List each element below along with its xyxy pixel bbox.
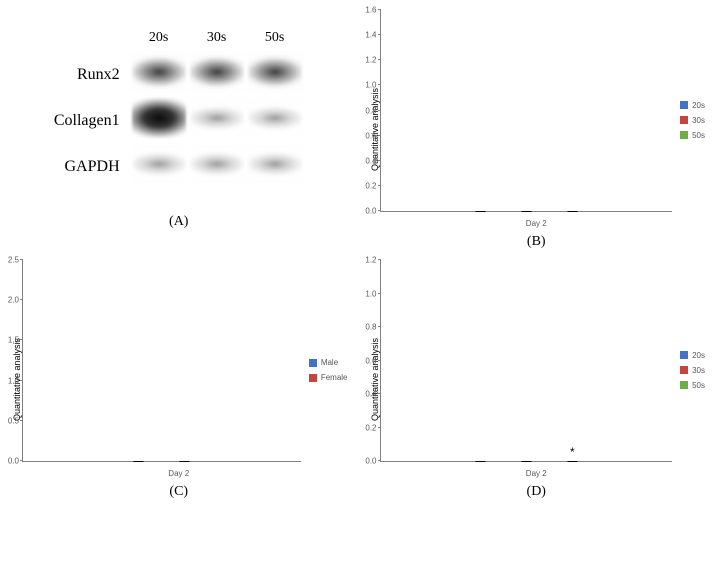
legend-label: Female [321, 373, 348, 382]
blot-band [190, 144, 244, 184]
y-tick-label: 1.2 [357, 256, 377, 265]
panel-label-a: (A) [10, 214, 348, 230]
legend-label: Male [321, 358, 338, 367]
chart-x-label: Day 2 [10, 469, 348, 478]
y-tick-label: 1.6 [357, 6, 377, 15]
y-tick-label: 1.2 [357, 56, 377, 65]
blot-band [248, 98, 302, 138]
y-tick-label: 1.0 [0, 376, 19, 385]
legend-swatch [680, 366, 688, 374]
legend-swatch [680, 116, 688, 124]
y-tick-label: 2.5 [0, 256, 19, 265]
blot-row-label: Runx2 [77, 52, 120, 98]
blot-band [248, 144, 302, 184]
chart-x-label: Day 2 [368, 469, 706, 478]
panel-a: Runx2 Collagen1 GAPDH 20s 30s 50s [10, 10, 348, 250]
bars-group [381, 10, 673, 211]
y-tick-label: 0.6 [357, 356, 377, 365]
legend-label: 50s [692, 131, 705, 140]
chart-plot-area: 0.00.20.40.60.81.01.21.41.6 [380, 10, 673, 212]
y-tick-label: 0.2 [357, 181, 377, 190]
blot-row-labels: Runx2 Collagen1 GAPDH [54, 30, 120, 190]
legend-label: 30s [692, 116, 705, 125]
legend-swatch [680, 351, 688, 359]
blot-row-label: Collagen1 [54, 98, 120, 144]
y-tick-label: 0.4 [357, 390, 377, 399]
y-tick-label: 0.6 [357, 131, 377, 140]
legend-item: 50s [680, 131, 705, 140]
chart-legend: 20s 30s 50s [672, 260, 705, 480]
blot-col-header: 50s [248, 30, 302, 46]
chart-x-label: Day 2 [368, 219, 706, 228]
y-tick-label: 1.4 [357, 31, 377, 40]
y-tick-label: 1.0 [357, 289, 377, 298]
panel-label-c: (C) [10, 484, 348, 500]
chart-b: Quantitative analysis0.00.20.40.60.81.01… [368, 10, 706, 230]
chart-y-label: Quantitative analysis [10, 260, 22, 480]
figure-grid: Runx2 Collagen1 GAPDH 20s 30s 50s [10, 10, 705, 500]
chart-y-label: Quantitative analysis [368, 10, 380, 230]
blot-columns: 20s 30s 50s [130, 30, 304, 190]
panel-c: Quantitative analysis0.00.51.01.52.02.5 D… [10, 260, 348, 500]
y-tick-label: 1.5 [0, 336, 19, 345]
chart-legend: 20s 30s 50s [672, 10, 705, 230]
blot-band [190, 52, 244, 92]
y-tick-label: 1.0 [357, 81, 377, 90]
significance-marker: * [570, 445, 575, 459]
chart-d: Quantitative analysis0.00.20.40.60.81.01… [368, 260, 706, 480]
blot-row-runx2 [130, 52, 304, 92]
legend-swatch [309, 374, 317, 382]
y-tick-label: 0.2 [357, 423, 377, 432]
y-tick-label: 0.5 [0, 416, 19, 425]
legend-label: 50s [692, 381, 705, 390]
y-tick-label: 0.0 [0, 457, 19, 466]
legend-swatch [680, 101, 688, 109]
bars-group [23, 260, 301, 461]
blot-band [248, 52, 302, 92]
panel-label-d: (D) [368, 484, 706, 500]
blot-col-header: 20s [132, 30, 186, 46]
legend-swatch [680, 381, 688, 389]
blot-band [190, 98, 244, 138]
blot-band [132, 98, 186, 138]
chart-plot-area: 0.00.51.01.52.02.5 [22, 260, 301, 462]
blot-row-collagen1 [130, 98, 304, 138]
legend-label: 20s [692, 351, 705, 360]
legend-item: Female [309, 373, 348, 382]
legend-label: 30s [692, 366, 705, 375]
legend-item: 30s [680, 366, 705, 375]
y-tick-label: 0.4 [357, 156, 377, 165]
chart-c: Quantitative analysis0.00.51.01.52.02.5 D… [10, 260, 348, 480]
legend-item: 20s [680, 351, 705, 360]
blot-row-gapdh [130, 144, 304, 184]
blot-col-header: 30s [190, 30, 244, 46]
y-tick-label: 0.8 [357, 106, 377, 115]
legend-item: Male [309, 358, 348, 367]
panel-d: Quantitative analysis0.00.20.40.60.81.01… [368, 260, 706, 500]
bars-group: * [381, 260, 673, 461]
legend-item: 30s [680, 116, 705, 125]
y-tick-label: 2.0 [0, 296, 19, 305]
western-blot: Runx2 Collagen1 GAPDH 20s 30s 50s [10, 10, 348, 210]
legend-label: 20s [692, 101, 705, 110]
legend-swatch [309, 359, 317, 367]
blot-row-label: GAPDH [65, 144, 120, 190]
y-tick-label: 0.0 [357, 207, 377, 216]
chart-plot-area: 0.00.20.40.60.81.01.2* [380, 260, 673, 462]
y-tick-label: 0.0 [357, 457, 377, 466]
panel-label-b: (B) [368, 234, 706, 250]
panel-b: Quantitative analysis0.00.20.40.60.81.01… [368, 10, 706, 250]
legend-item: 50s [680, 381, 705, 390]
blot-band [132, 144, 186, 184]
blot-col-headers: 20s 30s 50s [130, 30, 304, 46]
legend-item: 20s [680, 101, 705, 110]
legend-swatch [680, 131, 688, 139]
chart-legend: Male Female [301, 260, 348, 480]
y-tick-label: 0.8 [357, 323, 377, 332]
blot-band [132, 52, 186, 92]
